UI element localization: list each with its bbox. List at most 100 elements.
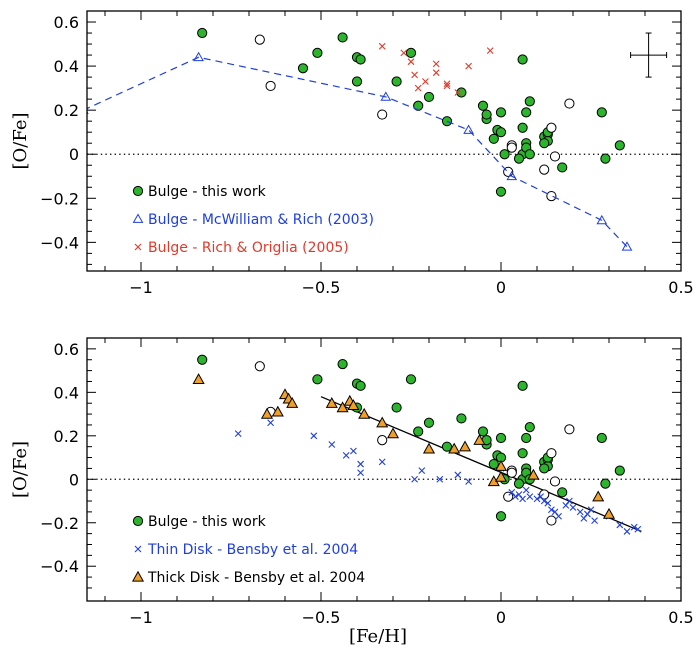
data-point: [524, 149, 535, 160]
y-tick-label: 0.6: [54, 13, 79, 32]
data-point: [422, 78, 429, 85]
data-point: [539, 138, 550, 149]
data-point: [524, 422, 535, 433]
data-point: [391, 76, 402, 87]
legend: Bulge - this work Bulge - McWilliam & Ric…: [132, 184, 374, 256]
plot-frame: [86, 10, 682, 272]
data-point: [634, 525, 642, 533]
data-point: [495, 432, 507, 444]
data-point: [234, 430, 242, 438]
data-point: [591, 517, 598, 524]
legend-entry: Thick Disk - Bensby et al. 2004: [131, 570, 365, 586]
x-tick-label: −1: [129, 278, 153, 297]
data-point: [539, 164, 550, 175]
data-point: [494, 460, 508, 471]
data-point: [494, 470, 508, 482]
legend-entry: Thin Disk - Bensby et al. 2004: [134, 542, 358, 558]
data-point: [376, 416, 389, 428]
data-point: [432, 69, 440, 77]
data-point: [286, 396, 299, 408]
data-point: [555, 512, 562, 520]
data-point: [621, 241, 633, 251]
data-point: [596, 214, 608, 225]
data-point: [546, 448, 557, 459]
legend-entry: Bulge - this work: [132, 184, 267, 200]
y-axis: −0.4 −0.2 0 0.2 0.4 0.6: [40, 340, 681, 589]
data-point: [526, 493, 534, 501]
data-point: [342, 451, 350, 459]
data-point: [357, 469, 364, 477]
data-point: [351, 76, 363, 87]
data-point: [267, 419, 274, 427]
data-point: [193, 51, 204, 62]
data-point: [486, 47, 494, 55]
y-axis-title: [O/Fe]: [10, 112, 31, 169]
data-point: [522, 486, 530, 494]
data-point: [423, 91, 435, 103]
data-point: [197, 27, 208, 39]
y-tick-label: 0.4: [54, 383, 79, 402]
data-point: [477, 426, 489, 437]
legend-label: Thin Disk - Bensby et al. 2004: [147, 542, 358, 558]
data-point: [377, 435, 388, 446]
data-point: [413, 426, 424, 437]
data-point: [600, 153, 611, 164]
data-point: [328, 441, 336, 448]
legend-marker: [131, 570, 145, 582]
x-tick-label: −1: [129, 608, 153, 627]
legend-marker: [134, 243, 142, 251]
data-point: [355, 380, 366, 391]
data-point: [517, 380, 528, 391]
data-point: [614, 465, 625, 476]
y-tick-label: 0: [69, 470, 79, 489]
data-point: [481, 109, 492, 120]
data-point: [465, 62, 472, 70]
x-tick-label: 0.5: [668, 278, 693, 297]
data-point: [378, 42, 386, 50]
x-tick-label: 0: [496, 608, 506, 627]
y-tick-label: 0.2: [54, 101, 79, 120]
data-point: [260, 407, 274, 419]
data-point: [448, 442, 461, 454]
data-point: [533, 495, 541, 503]
data-point: [254, 361, 265, 372]
data-point: [506, 142, 517, 153]
data-point: [499, 149, 510, 160]
x-tick-label: 0: [496, 278, 506, 297]
data-point: [271, 405, 284, 417]
data-point: [454, 89, 462, 96]
series-bulge-this-work: [197, 27, 625, 197]
y-tick-label: −0.4: [40, 557, 79, 576]
data-point: [357, 460, 364, 468]
x-axis: −1 −0.5 0 0.5: [104, 11, 694, 297]
x-axis: −1 −0.5 0 0.5: [104, 338, 694, 627]
legend-marker: [134, 545, 142, 553]
data-point: [616, 521, 624, 529]
fit-line: [320, 396, 642, 533]
data-point: [600, 478, 611, 489]
data-point: [473, 433, 486, 445]
data-point: [411, 475, 418, 483]
series-bulge-rich-origlia-2005: [378, 42, 494, 96]
data-point: [513, 153, 525, 164]
data-point: [548, 506, 555, 514]
data-point: [512, 493, 519, 501]
data-point: [358, 407, 371, 419]
data-point: [506, 170, 518, 181]
legend-label: Bulge - this work: [148, 514, 267, 530]
data-point: [443, 82, 451, 90]
data-point: [355, 54, 366, 65]
data-point: [456, 413, 467, 424]
data-point: [546, 190, 557, 202]
data-point: [441, 441, 453, 452]
data-point: [405, 47, 417, 58]
y-tick-label: 0.6: [54, 340, 79, 359]
data-point: [336, 401, 349, 413]
x-axis-title: [Fe/H]: [349, 626, 407, 647]
data-point: [391, 402, 402, 413]
data-point: [488, 458, 499, 470]
data-point: [386, 427, 400, 439]
data-point: [265, 80, 276, 92]
data-point: [540, 497, 548, 505]
